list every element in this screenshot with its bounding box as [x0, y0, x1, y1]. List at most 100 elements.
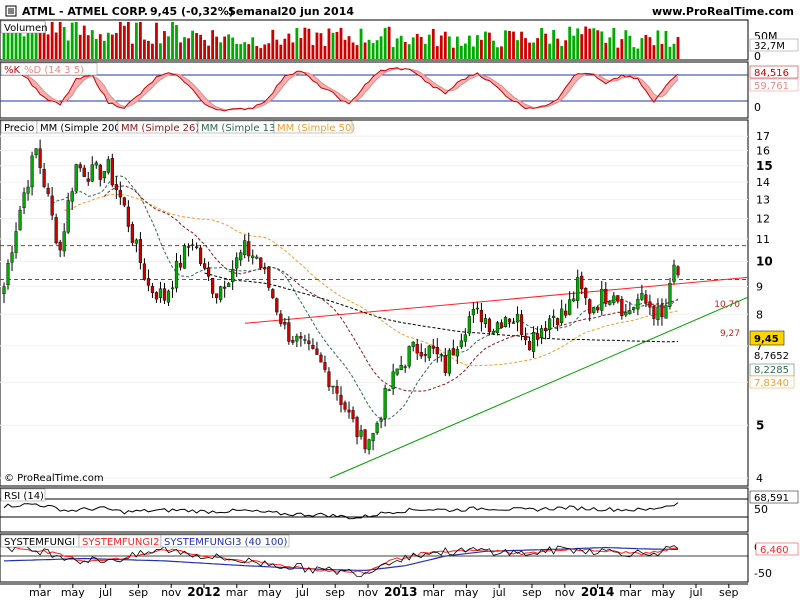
volume-bar	[255, 46, 259, 59]
stoch-d-line	[3, 68, 679, 111]
candle-body	[126, 206, 130, 227]
volume-bar	[395, 38, 399, 59]
volume-bar	[411, 37, 415, 59]
price-candle	[588, 298, 592, 322]
candle-body	[403, 366, 407, 368]
volume-bar	[403, 41, 407, 59]
price-candle	[307, 333, 311, 351]
price-candle	[323, 355, 327, 373]
candle-body	[70, 191, 74, 202]
x-tick-label: mar	[226, 586, 248, 599]
price-candle	[154, 291, 159, 303]
header-price-change: 9,45 (-0,32%)	[150, 5, 234, 18]
volume-bar	[580, 34, 584, 59]
candle-body	[351, 410, 355, 419]
candle-body	[46, 187, 50, 194]
candle-body	[243, 240, 247, 255]
header-site[interactable]: www.ProRealTime.com	[652, 5, 794, 18]
volume-bar	[106, 32, 110, 59]
candle-body	[34, 148, 38, 156]
price-candle	[78, 162, 82, 172]
volume-bar	[2, 26, 6, 59]
volume-bar	[327, 28, 331, 59]
price-candle	[347, 401, 351, 419]
x-tick-label: sep	[129, 586, 148, 599]
menu-icon[interactable]	[5, 5, 17, 17]
price-candle	[383, 384, 387, 427]
candle-body	[656, 306, 660, 320]
price-candle	[223, 280, 227, 298]
volume-bar	[419, 36, 423, 59]
candle-body	[90, 164, 94, 182]
candle-body	[279, 313, 283, 324]
candle-body	[624, 311, 628, 316]
candle-body	[235, 257, 239, 269]
stoch-d-badge	[749, 78, 799, 92]
price-candle	[194, 242, 199, 250]
price-candle	[303, 334, 307, 345]
candle-body	[130, 224, 134, 243]
volume-bar	[82, 25, 86, 60]
candle-body	[255, 256, 259, 259]
sma200-line	[204, 272, 679, 343]
candle-body	[395, 368, 399, 375]
stoch-value-d: 59,761	[754, 81, 789, 92]
price-candle	[22, 187, 26, 215]
price-tick-label: 7	[756, 340, 763, 353]
candle-body	[94, 162, 98, 166]
x-tick-label: jul	[688, 586, 702, 599]
x-tick-label: jul	[98, 586, 112, 599]
x-tick-label: may	[61, 586, 85, 599]
volume-bar	[379, 36, 383, 59]
volume-bar	[183, 37, 186, 59]
price-candle	[182, 243, 187, 269]
x-tick-label: jul	[295, 586, 309, 599]
volume-bar	[283, 38, 287, 59]
price-legend: Precio MM (Simple 200) MM (Simple 26) MM…	[0, 120, 355, 134]
candle-body	[18, 209, 22, 231]
candle-body	[6, 263, 10, 286]
stoch-label-d: %D (14 3 5)	[24, 65, 84, 76]
price-candle	[407, 345, 411, 369]
price-candle	[507, 318, 512, 328]
volume-bar	[143, 39, 146, 59]
price-candle	[30, 151, 34, 196]
price-candle	[231, 260, 235, 291]
price-candle	[447, 348, 451, 377]
candle-body	[435, 347, 439, 355]
price-tick-label: 13	[756, 194, 770, 207]
sma50-badge	[749, 375, 795, 389]
candle-body	[511, 322, 516, 324]
candle-body	[519, 314, 524, 335]
price-tick-label: 12	[756, 212, 770, 225]
price-candle	[146, 269, 151, 292]
price-candle	[620, 295, 624, 320]
candle-body	[676, 266, 680, 276]
trendline-lower	[329, 296, 749, 479]
volume-bar	[315, 32, 319, 59]
sma13-value: 8,2285	[754, 365, 789, 376]
volume-bar	[62, 27, 66, 59]
candle-body	[475, 307, 480, 310]
volume-bar	[544, 33, 548, 59]
price-candle	[427, 344, 431, 361]
price-levels	[0, 245, 748, 280]
price-candle	[98, 163, 102, 187]
price-candle	[467, 311, 471, 337]
trendline-upper	[244, 276, 749, 324]
volume-bar	[267, 43, 271, 59]
volume-bar	[556, 38, 560, 59]
price-candle	[227, 281, 231, 287]
volume-bar	[628, 35, 632, 59]
sysfungi-line	[3, 544, 679, 578]
candle-body	[138, 239, 143, 263]
candle-body	[367, 439, 371, 450]
volume-bar	[275, 39, 279, 59]
sysfungi-value-badge	[755, 542, 799, 556]
volume-bar	[279, 44, 283, 59]
volume-bar	[347, 36, 351, 59]
volume-bar	[211, 30, 215, 59]
volume-bar	[130, 43, 134, 59]
candle-body	[239, 252, 243, 261]
